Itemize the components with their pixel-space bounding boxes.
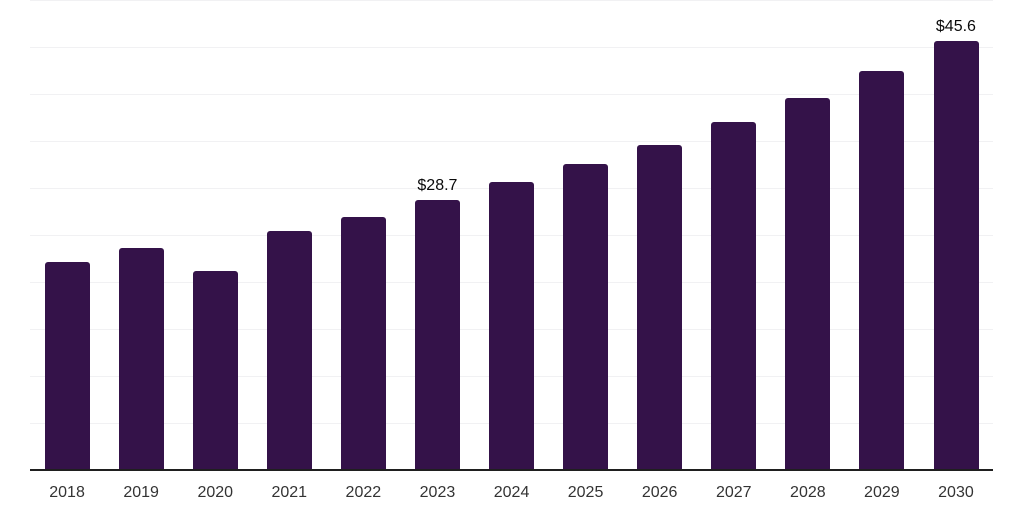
bar-2018 (44, 262, 90, 470)
bar-2019 (118, 248, 164, 470)
x-tick-label-2028: 2028 (790, 484, 826, 501)
bar-2029 (859, 71, 905, 470)
x-tick-label-2021: 2021 (271, 484, 308, 501)
gridline (30, 94, 993, 95)
x-tick-label-2018: 2018 (49, 484, 85, 501)
gridline (30, 0, 993, 1)
x-tick-label-2020: 2020 (197, 484, 234, 501)
x-tick-label-2024: 2024 (493, 484, 530, 501)
bar-2025 (563, 163, 609, 470)
bar-value-label-2030: $45.6 (935, 18, 976, 36)
bar-2021 (266, 231, 312, 470)
x-tick-label-2029: 2029 (864, 484, 900, 501)
gridline (30, 141, 993, 142)
x-tick-label-2025: 2025 (567, 484, 604, 501)
bar-2026 (637, 144, 683, 470)
bar-2028 (785, 97, 831, 470)
x-tick-label-2019: 2019 (123, 484, 159, 501)
x-tick-label-2022: 2022 (345, 484, 382, 501)
bar-2027 (711, 122, 757, 470)
x-tick-label-2030: 2030 (938, 484, 974, 501)
bar-2024 (489, 182, 534, 470)
bar-2023 (414, 200, 460, 470)
x-tick-label-2027: 2027 (715, 484, 752, 501)
x-tick-label-2023: 2023 (419, 484, 456, 501)
bar-value-label-2023: $28.7 (417, 177, 458, 195)
bar-2020 (192, 270, 238, 470)
x-tick-label-2026: 2026 (641, 484, 678, 501)
gridline (30, 47, 993, 48)
x-axis-line (30, 469, 993, 471)
bar-2030 (933, 41, 979, 470)
bar-2022 (340, 217, 386, 470)
